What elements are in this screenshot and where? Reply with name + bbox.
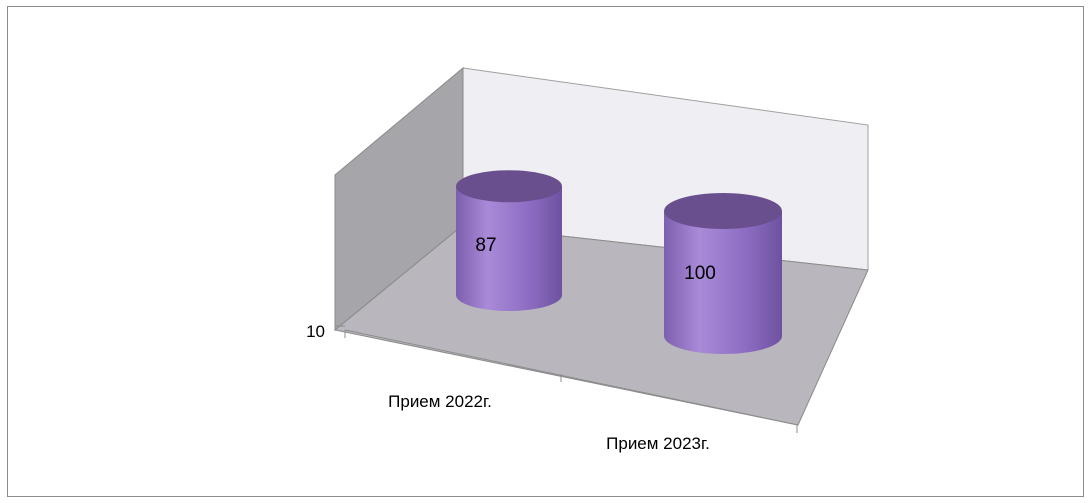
bar-top xyxy=(664,193,782,229)
bar-top xyxy=(456,170,562,202)
x-tick-label-2022: Прием 2022г. xyxy=(388,392,492,411)
data-label-2022: 87 xyxy=(475,235,496,256)
data-label-2023: 100 xyxy=(684,263,716,284)
bar-priem-2023 xyxy=(664,193,782,354)
x-tick-label-2023: Прием 2023г. xyxy=(606,434,710,453)
y-tick-label: 10 xyxy=(306,322,325,341)
bar-priem-2022 xyxy=(456,170,562,311)
bar-body xyxy=(456,186,562,311)
bar-body xyxy=(664,211,782,354)
